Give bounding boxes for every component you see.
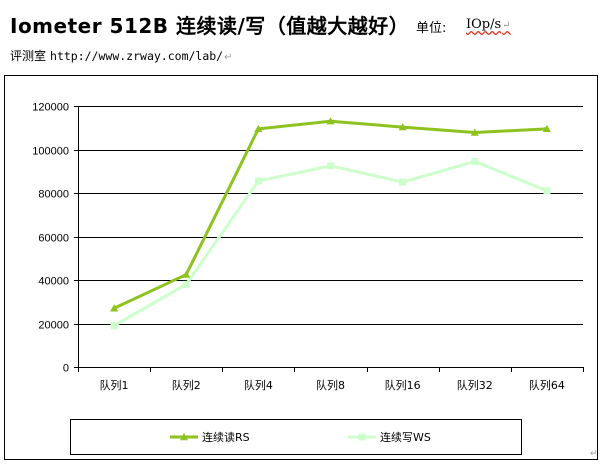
x-tick-label: 队列16 bbox=[385, 378, 421, 392]
data-point bbox=[398, 123, 407, 131]
source-label: 评测室 bbox=[10, 49, 47, 63]
y-tick-label: 60000 bbox=[38, 233, 69, 245]
y-tick-label: 0 bbox=[63, 363, 69, 375]
y-tick-label: 80000 bbox=[38, 189, 69, 201]
chart-title: Iometer 512B 连续读/写（值越大越好） bbox=[10, 14, 410, 38]
series-2 bbox=[110, 157, 551, 330]
data-point bbox=[254, 177, 262, 185]
unit-value-text: IOp/s bbox=[466, 17, 502, 32]
unit-label: 单位: bbox=[416, 17, 446, 36]
gridlines bbox=[78, 106, 583, 325]
data-point bbox=[182, 270, 191, 278]
chart-frame bbox=[4, 75, 598, 460]
legend: 连续读RS 连续写WS bbox=[70, 419, 522, 455]
data-point bbox=[470, 128, 479, 136]
corner-mark-icon: ↵ bbox=[590, 449, 598, 459]
source-url: http://www.zrway.com/lab/ bbox=[50, 49, 224, 63]
paragraph-mark-icon: ↵ bbox=[224, 52, 233, 63]
y-tick-label: 100000 bbox=[32, 146, 69, 158]
paragraph-mark-icon: ↵ bbox=[502, 20, 511, 31]
y-tick-label: 20000 bbox=[38, 320, 69, 332]
x-tick-label: 队列4 bbox=[244, 378, 273, 392]
data-point bbox=[327, 162, 334, 170]
y-tick-label: 120000 bbox=[32, 102, 69, 114]
y-tick-label: 40000 bbox=[38, 276, 69, 288]
x-tick-label: 队列8 bbox=[316, 378, 345, 392]
data-point bbox=[254, 124, 263, 133]
data-point bbox=[110, 322, 118, 330]
unit-value: IOp/s↵ bbox=[466, 17, 511, 32]
legend-label: 连续读RS bbox=[202, 430, 250, 444]
legend-entry: 连续读RS bbox=[170, 430, 250, 444]
data-point bbox=[358, 433, 366, 441]
data-point bbox=[399, 178, 407, 186]
data-point bbox=[326, 117, 335, 125]
data-point bbox=[542, 124, 551, 133]
data-point bbox=[543, 187, 551, 195]
x-tick-label: 队列2 bbox=[172, 378, 201, 392]
legend-box bbox=[70, 419, 522, 455]
series-1 bbox=[110, 117, 551, 312]
data-point bbox=[180, 433, 188, 441]
unit-label-text: 单位: bbox=[416, 21, 447, 36]
series-lines bbox=[110, 117, 551, 330]
data-point bbox=[471, 157, 479, 165]
source-line: 评测室 http://www.zrway.com/lab/↵ bbox=[10, 47, 233, 64]
series-line bbox=[113, 159, 548, 327]
legend-entry: 连续写WS bbox=[348, 430, 431, 444]
x-tick-label: 队列1 bbox=[100, 378, 129, 392]
axes: 0 20000 40000 60000 80000 100000 120000 队列1 队列2 队… bbox=[32, 102, 584, 392]
data-point bbox=[110, 304, 119, 312]
data-point bbox=[182, 280, 190, 288]
x-tick-label: 队列64 bbox=[529, 378, 565, 392]
x-tick-label: 队列32 bbox=[457, 378, 493, 392]
legend-label: 连续写WS bbox=[380, 430, 431, 444]
